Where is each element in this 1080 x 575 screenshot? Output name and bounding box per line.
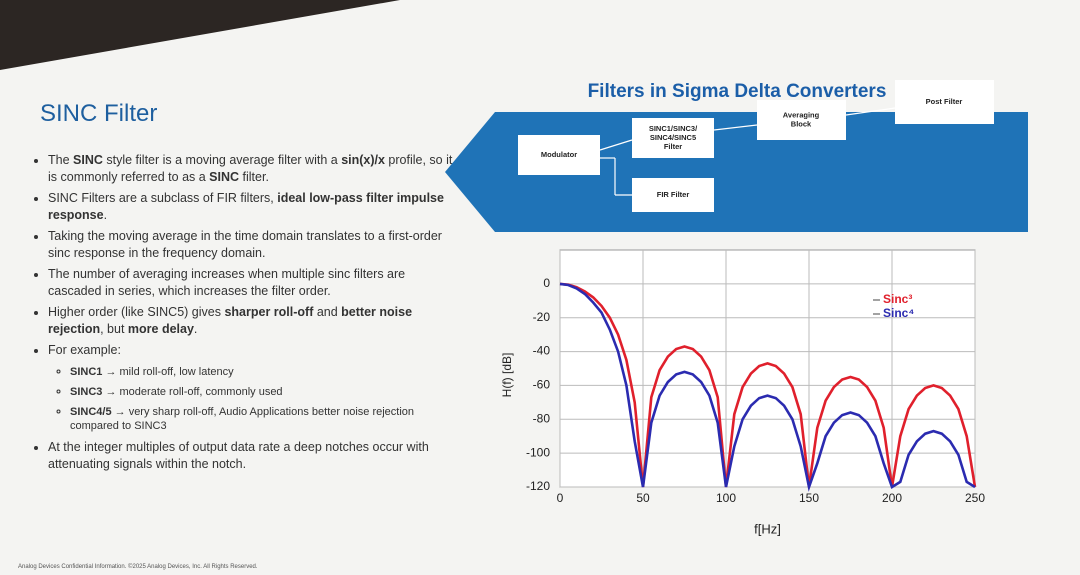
bold-text: SINC	[73, 153, 103, 167]
text: → mild roll-off, low latency	[102, 366, 234, 378]
legend-label: Sinc⁴	[883, 306, 914, 320]
connector	[713, 124, 758, 131]
text: Higher order (like SINC5) gives	[48, 305, 225, 319]
bullet: At the integer multiples of output data …	[48, 439, 453, 473]
x-tick-label: 200	[882, 491, 902, 505]
x-tick-label: 250	[965, 491, 985, 505]
x-tick-label: 50	[636, 491, 650, 505]
connector	[599, 139, 633, 151]
connectors	[599, 107, 896, 196]
text: .	[193, 322, 198, 336]
line	[559, 282, 977, 488]
bold-text: SINC1	[70, 366, 103, 378]
x-axis-label: f[Hz]	[754, 521, 781, 536]
bullet: Higher order (like SINC5) gives sharper …	[48, 304, 453, 338]
node-box	[632, 118, 714, 158]
line	[559, 282, 976, 492]
x-tick-label: 0	[557, 491, 564, 505]
diagram-title: Filters in Sigma Delta Converters	[588, 81, 887, 102]
bullet: The SINC style filter is a moving averag…	[48, 152, 453, 186]
bold-text: SINC	[209, 170, 240, 184]
node-label: Averaging Block	[783, 110, 820, 128]
text: SINC Filters are a subclass of FIR filte…	[48, 191, 278, 205]
node-label: FIR Filter	[657, 190, 690, 199]
y-tick-label: -40	[533, 344, 551, 358]
node-box	[518, 135, 600, 175]
bold-text: more delay	[127, 322, 194, 336]
x-tick-label: 100	[716, 491, 736, 505]
room-background	[0, 0, 400, 70]
bullet: SINC1 → mild roll-off, low latency	[70, 365, 453, 379]
bold-text: SINC3	[70, 386, 103, 398]
bullet: The number of averaging increases when m…	[48, 266, 453, 300]
text: profile, so it is commonly referred to a…	[48, 153, 453, 184]
bullet: Taking the moving average in the time do…	[48, 228, 453, 262]
text: → very sharp roll-off, Audio Application…	[70, 406, 415, 432]
bold-text: sharper roll-off	[224, 305, 314, 319]
sub-bullet-list: SINC1 → mild roll-off, low latency SINC3 …	[48, 365, 453, 433]
node-box	[895, 80, 994, 124]
y-tick-label: -100	[526, 445, 550, 459]
bullet: SINC Filters are a subclass of FIR filte…	[48, 190, 453, 224]
slide-title: SINC Filter	[40, 100, 158, 127]
node-label: SINC1/SINC3/SINC4/SINC5 Filter	[649, 124, 698, 151]
text: → moderate roll-off, commonly used	[102, 386, 283, 398]
y-axis-label: H(f) [dB]	[500, 353, 514, 398]
node-box	[632, 178, 714, 212]
bullet: For example: SINC1 → mild roll-off, low l…	[48, 342, 453, 433]
x-tick-label: 150	[799, 491, 819, 505]
bold-text: sin(x)/x	[341, 153, 385, 167]
bold-text: SINC4/5	[70, 406, 112, 418]
bullet: SINC3 → moderate roll-off, commonly used	[70, 385, 453, 399]
y-tick-label: -120	[526, 479, 550, 493]
bullet: SINC4/5 → very sharp roll-off, Audio App…	[70, 405, 453, 433]
text: filter.	[239, 170, 269, 184]
node-label: Modulator	[541, 150, 577, 159]
text: and	[313, 305, 342, 319]
connector	[845, 107, 896, 116]
text: Taking the moving average in the time do…	[48, 229, 442, 260]
diagram-nodes	[518, 80, 994, 212]
node-label: Post Filter	[926, 97, 963, 106]
y-tick-label: 0	[543, 276, 550, 290]
text: The	[48, 153, 74, 167]
text: style filter is a moving average filter …	[102, 153, 342, 167]
y-tick-label: -20	[533, 310, 551, 324]
y-tick-label: -80	[533, 411, 551, 425]
legend-label: Sinc³	[883, 292, 912, 306]
text: The number of averaging increases when m…	[48, 267, 406, 298]
bullet-list: The SINC style filter is a moving averag…	[26, 152, 453, 477]
text: For example:	[48, 343, 121, 357]
text: .	[103, 208, 108, 222]
node-box	[757, 100, 846, 140]
bold-text: ideal low-pass filter impulse response	[48, 191, 444, 222]
bold-text: better noise rejection	[48, 305, 413, 336]
text: , but	[100, 322, 128, 336]
text: At the integer multiples of output data …	[48, 440, 429, 471]
y-tick-label: -60	[533, 378, 551, 392]
footer: Analog Devices Confidential Information.…	[18, 564, 258, 570]
